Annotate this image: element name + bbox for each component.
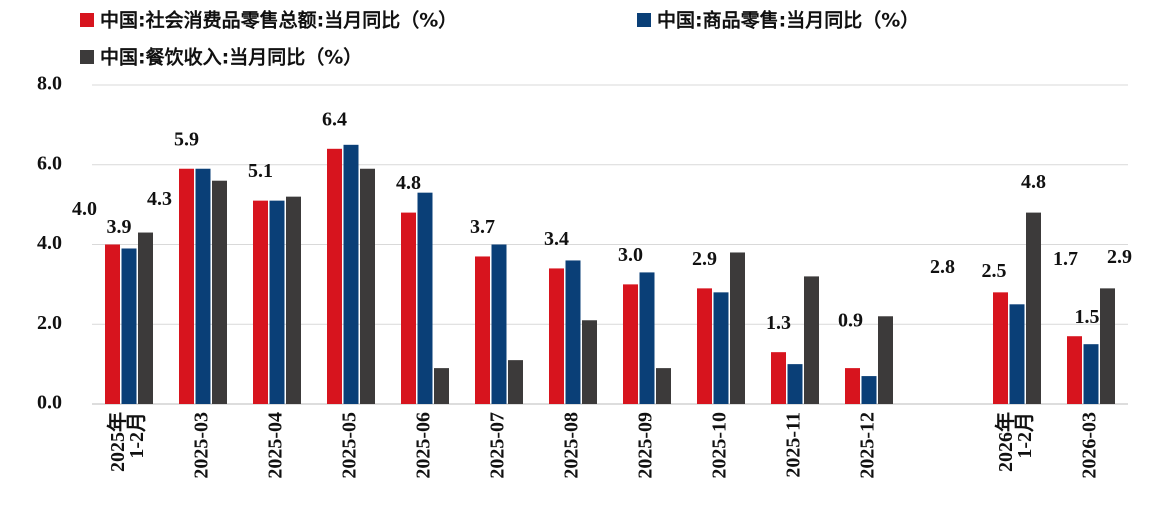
bar — [565, 260, 581, 404]
x-tick-label: 2025-05 — [339, 412, 361, 479]
y-tick-label: 0.0 — [37, 392, 62, 414]
bar — [713, 292, 729, 404]
x-tick-label: 2025-12 — [857, 412, 879, 479]
bar — [1026, 212, 1041, 404]
bar — [475, 256, 490, 404]
x-tick-label: 2025年 — [105, 412, 129, 472]
legend-label: 中国:商品零售:当月同比（%） — [657, 9, 919, 32]
bar — [286, 196, 301, 404]
bar — [804, 276, 819, 404]
bar — [639, 272, 655, 404]
bar — [508, 360, 523, 404]
x-tick-label: 2025-03 — [191, 412, 213, 479]
data-label: 1.5 — [1075, 306, 1100, 328]
bar — [582, 320, 597, 404]
x-tick-label: 2025-07 — [487, 412, 509, 479]
legend-swatch — [80, 13, 94, 27]
data-label: 1.7 — [1053, 248, 1078, 270]
data-label: 4.8 — [1021, 171, 1046, 193]
data-label: 4.8 — [396, 172, 421, 194]
bar — [993, 292, 1008, 404]
x-tick-label: 1-2月 — [1014, 412, 1036, 459]
legend-swatch — [80, 50, 94, 64]
data-label: 2.5 — [982, 260, 1007, 282]
x-tick-label: 2025-10 — [709, 412, 731, 479]
x-tick-label: 2025-04 — [265, 412, 287, 479]
bar — [1100, 288, 1115, 404]
x-tick-label: 2025-11 — [783, 412, 805, 478]
bar — [212, 180, 227, 404]
data-label: 5.1 — [248, 160, 273, 182]
bar — [491, 244, 507, 404]
x-tick-label: 2025-09 — [635, 412, 657, 479]
data-label: 3.4 — [544, 228, 569, 250]
y-tick-label: 4.0 — [37, 232, 62, 254]
bar — [360, 168, 375, 404]
y-tick-label: 6.0 — [37, 152, 62, 174]
data-label: 2.9 — [1107, 246, 1132, 268]
bar — [1009, 304, 1025, 404]
x-tick-label: 2025-08 — [561, 412, 583, 479]
bar — [138, 232, 153, 404]
bar — [771, 352, 786, 404]
data-label: 4.0 — [72, 198, 97, 220]
bar — [343, 144, 359, 404]
data-label: 4.3 — [147, 188, 172, 210]
data-label: 0.9 — [838, 310, 863, 332]
bar — [787, 364, 803, 404]
bar — [697, 288, 712, 404]
x-tick-label: 2025-06 — [413, 412, 435, 479]
data-label: 1.3 — [766, 312, 791, 334]
bar — [1083, 344, 1099, 404]
bar — [327, 148, 342, 404]
bar — [878, 316, 893, 404]
bar — [1067, 336, 1082, 404]
bar — [730, 252, 745, 404]
bar — [417, 192, 433, 404]
data-label: 6.4 — [322, 108, 347, 130]
legend-label: 中国:社会消费品零售总额:当月同比（%） — [100, 9, 457, 32]
bar — [195, 168, 211, 404]
y-tick-label: 2.0 — [37, 312, 62, 334]
legend-swatch — [637, 13, 651, 27]
x-tick-label: 1-2月 — [126, 412, 148, 459]
x-tick-label: 2026-03 — [1079, 412, 1101, 479]
data-label: 5.9 — [174, 128, 199, 150]
data-label: 2.8 — [930, 256, 955, 278]
data-label: 3.9 — [107, 216, 132, 238]
data-label: 3.7 — [470, 216, 495, 238]
bar — [401, 212, 416, 404]
x-tick-label: 2026年 — [993, 412, 1017, 472]
bar — [179, 168, 194, 404]
bar — [121, 248, 137, 404]
bar — [105, 244, 120, 404]
bar — [253, 200, 268, 404]
bar — [269, 200, 285, 404]
bar — [861, 376, 877, 404]
y-tick-label: 8.0 — [37, 73, 62, 95]
bar — [549, 268, 564, 404]
data-label: 3.0 — [618, 244, 643, 266]
legend-label: 中国:餐饮收入:当月同比（%） — [100, 46, 362, 69]
bar — [845, 368, 860, 404]
bar — [623, 284, 638, 404]
data-label: 2.9 — [692, 248, 717, 270]
bar — [656, 368, 671, 404]
bar — [434, 368, 449, 404]
